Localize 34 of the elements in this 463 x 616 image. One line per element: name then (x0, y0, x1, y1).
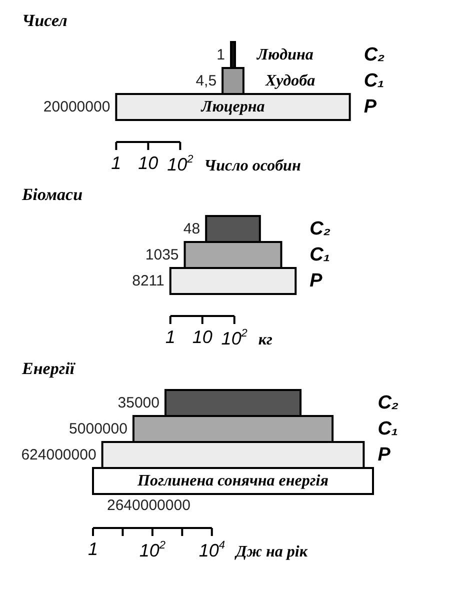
data-label: 48 (183, 220, 200, 238)
text: Біомаси (21, 185, 83, 204)
text: Число особин (204, 158, 301, 174)
text: 10 (138, 153, 158, 173)
category-label: P (378, 444, 391, 466)
text: Поглинена сонячна енергія (136, 472, 328, 490)
text: 1 (111, 153, 122, 173)
data-label: 624000000 (21, 446, 96, 464)
category-label: C₁ (378, 418, 398, 440)
category-label: C₂ (378, 392, 399, 414)
text: 10 (192, 327, 212, 347)
category-label: P (364, 96, 377, 118)
text: Людина (257, 46, 314, 64)
category-label: C₁ (364, 70, 384, 92)
data-label: 1035 (145, 246, 179, 264)
text: Дж на рік (234, 544, 308, 560)
data-label: 1 (216, 46, 225, 64)
category-label: C₂ (310, 218, 331, 240)
data-label: 20000000 (43, 98, 110, 116)
data-label: 8211 (132, 272, 164, 290)
data-label: 2640000000 (107, 497, 190, 514)
text: 1 (88, 539, 98, 559)
category-label: C₁ (310, 244, 330, 266)
text: Худоба (265, 72, 316, 90)
data-label: 5000000 (69, 420, 128, 438)
text: Люцерна (201, 98, 265, 116)
data-label: 35000 (118, 394, 160, 412)
text: кг (258, 332, 272, 348)
text: 1 (165, 327, 176, 347)
text: Енергії (21, 359, 76, 378)
text: Чисел (22, 11, 68, 30)
data-label: 4,5 (196, 72, 217, 90)
category-label: C₂ (364, 44, 385, 66)
category-label: P (310, 270, 323, 292)
